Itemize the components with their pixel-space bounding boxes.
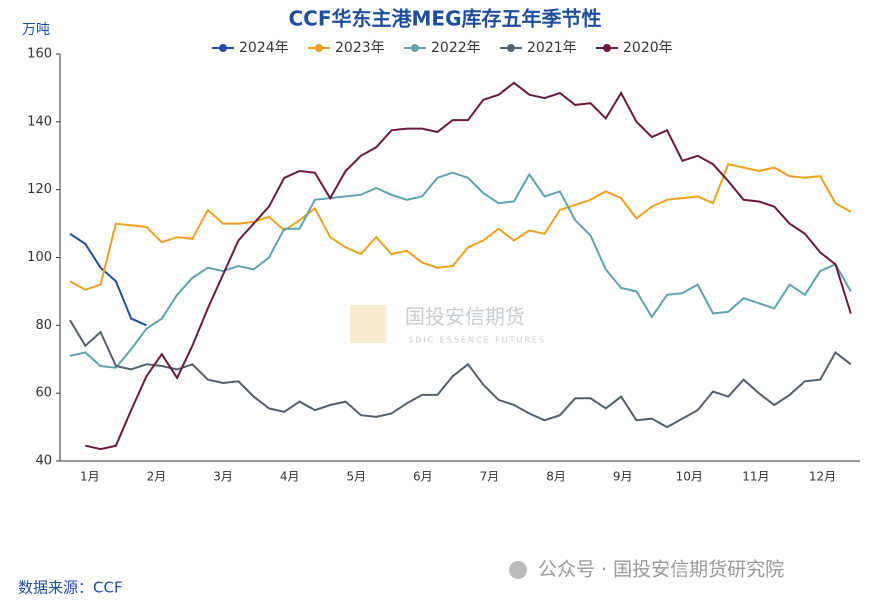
chart-title: CCF华东主港MEG库存五年季节性: [289, 7, 602, 31]
x-tick-label: 6月: [413, 470, 433, 484]
legend-dot: [507, 44, 515, 52]
y-tick-label: 40: [35, 454, 52, 469]
legend-label: 2024年: [239, 40, 289, 56]
x-tick-label: 4月: [280, 470, 300, 484]
x-tick-label: 8月: [546, 470, 566, 484]
x-tick-label: 9月: [613, 470, 633, 484]
x-tick-label: 2月: [147, 470, 167, 484]
logo-mark: [350, 305, 386, 343]
x-tick-label: 7月: [480, 470, 500, 484]
series-line: [85, 81, 852, 451]
x-tick-label: 5月: [346, 470, 366, 484]
y-tick-label: 120: [27, 182, 52, 197]
legend-dot: [219, 44, 227, 52]
y-tick-label: 60: [35, 386, 52, 401]
y-tick-label: 140: [27, 114, 52, 129]
legend-label: 2023年: [335, 40, 385, 56]
series-line: [69, 232, 147, 327]
watermark: 公众号 · 国投安信期货研究院: [538, 559, 784, 581]
legend-dot: [603, 44, 611, 52]
x-tick-label: 10月: [676, 470, 703, 484]
x-tick-label: 3月: [213, 470, 233, 484]
y-unit: 万吨: [22, 22, 50, 38]
logo-text: 国投安信期货: [405, 305, 525, 329]
series-line: [69, 319, 852, 429]
series-line: [69, 171, 852, 369]
legend-label: 2020年: [623, 40, 673, 56]
y-tick-label: 80: [35, 318, 52, 333]
legend-label: 2022年: [431, 40, 481, 56]
series-line: [69, 163, 852, 291]
y-tick-label: 100: [27, 250, 52, 265]
legend-dot: [315, 44, 323, 52]
wechat-icon: [509, 561, 527, 579]
logo-subtext: SDIC ESSENCE FUTURES: [408, 336, 546, 345]
legend-dot: [411, 44, 419, 52]
x-tick-label: 11月: [742, 470, 769, 484]
y-tick-label: 160: [27, 47, 52, 62]
x-tick-label: 1月: [80, 470, 100, 484]
x-tick-label: 12月: [809, 470, 836, 484]
source: 数据来源：CCF: [18, 579, 123, 597]
legend-label: 2021年: [527, 40, 577, 56]
